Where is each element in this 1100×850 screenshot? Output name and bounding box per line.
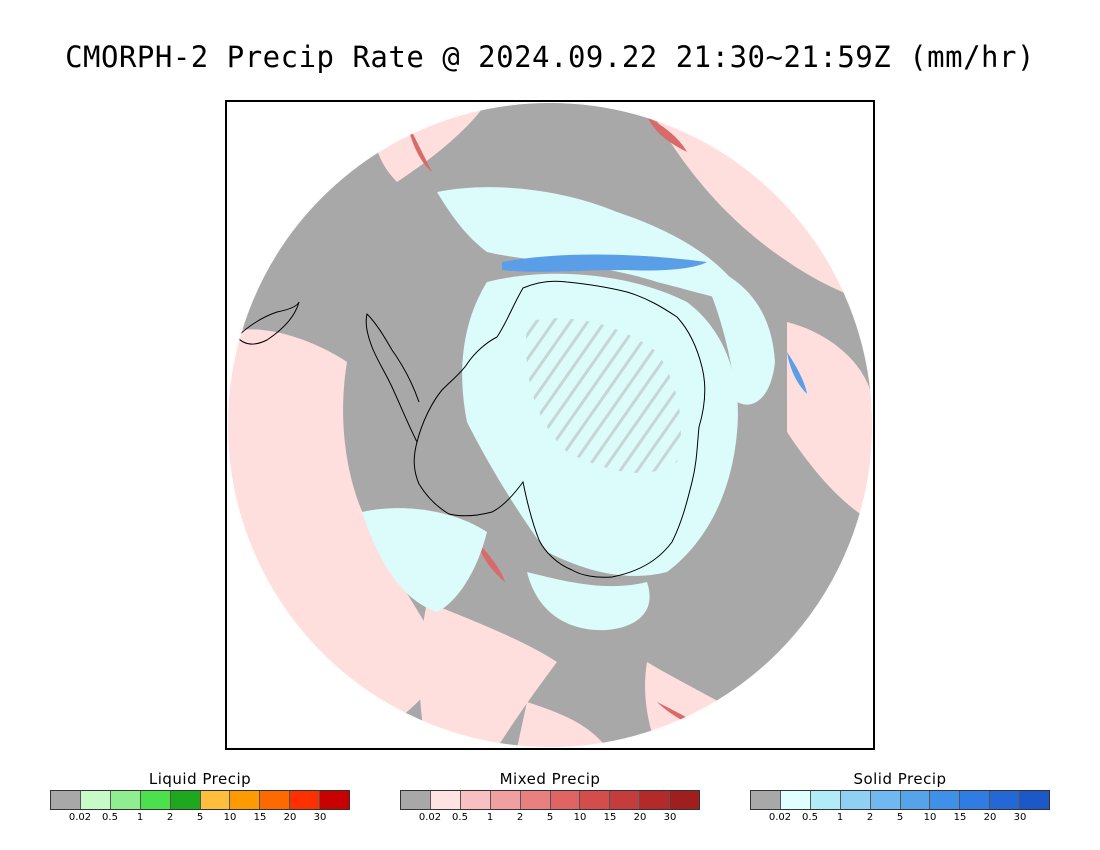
tick-label: 0.02 [418,812,442,823]
color-swatch [870,791,901,809]
color-swatch [490,791,521,809]
solid-precip-ross-sea [362,508,487,612]
color-swatch [80,791,111,809]
color-swatch [900,791,931,809]
color-swatch [140,791,171,809]
color-swatch [170,791,201,809]
tick-label: 0.5 [102,812,118,823]
tick-label: 0.02 [68,812,92,823]
mixed-precip-east [787,322,873,522]
polar-precip-map [225,100,875,750]
solid-precip-east [697,262,775,405]
tick-label: 1 [486,812,494,823]
color-swatch [320,791,350,809]
mixed-heavy-streaks [407,117,707,732]
color-swatch [401,791,431,809]
tick-label: 20 [983,812,997,823]
mixed-precip-south-center [517,702,607,748]
legend-solid-precip: Solid Precip 0.02 0.5 1 2 5 10 15 20 30 [750,770,1050,826]
legend-liquid-precip: Liquid Precip 0.02 0.5 1 2 5 10 15 20 30 [50,770,350,826]
solid-precip-south-shelf [527,572,650,631]
color-swatch [580,791,611,809]
color-swatch [610,791,641,809]
color-swatch [550,791,581,809]
legend-title: Solid Precip [853,770,947,788]
tick-label: 0.5 [802,812,818,823]
solid-heavy-band [502,254,807,394]
color-swatch [230,791,261,809]
tick-labels: 0.02 0.5 1 2 5 10 15 20 30 [750,810,1050,826]
tick-label: 2 [516,812,524,823]
color-swatch [960,791,991,809]
color-swatch [260,791,291,809]
legend-mixed-precip: Mixed Precip 0.02 0.5 1 2 5 10 15 20 30 [400,770,700,826]
tick-label: 5 [196,812,204,823]
color-swatch [200,791,231,809]
color-swatch [640,791,671,809]
legend-title: Liquid Precip [148,770,252,788]
tick-label: 15 [253,812,267,823]
mixed-precip-south [419,602,557,748]
mixed-precip-northeast [647,102,873,302]
tick-label: 2 [866,812,874,823]
color-bar [750,790,1050,810]
map-title: CMORPH-2 Precip Rate @ 2024.09.22 21:30~… [65,40,1035,74]
antarctica-coastline [413,280,706,578]
color-swatch [990,791,1021,809]
color-swatch [290,791,321,809]
tick-label: 10 [573,812,587,823]
tick-label: 0.5 [452,812,468,823]
color-swatch [430,791,461,809]
tick-label: 15 [953,812,967,823]
tick-label: 5 [546,812,554,823]
tick-labels: 0.02 0.5 1 2 5 10 15 20 30 [50,810,350,826]
tick-label: 10 [223,812,237,823]
tick-label: 30 [1013,812,1027,823]
color-bar [50,790,350,810]
color-swatch [780,791,811,809]
color-swatch [51,791,81,809]
color-swatch [1020,791,1050,809]
tick-labels: 0.02 0.5 1 2 5 10 15 20 30 [400,810,700,826]
color-swatch [520,791,551,809]
tick-label: 15 [603,812,617,823]
color-swatch [751,791,781,809]
legend-title: Mixed Precip [499,770,601,788]
color-bar [400,790,700,810]
color-swatch [670,791,700,809]
color-swatch [840,791,871,809]
tick-label: 1 [136,812,144,823]
tick-label: 1 [836,812,844,823]
south-america-tip [236,301,300,345]
tick-label: 5 [896,812,904,823]
color-swatch [110,791,141,809]
solid-precip-north-band [437,187,747,302]
color-swatch [460,791,491,809]
interior-texture [526,318,681,473]
antarctic-peninsula [365,313,420,443]
tick-label: 30 [313,812,327,823]
tick-label: 0.02 [768,812,792,823]
tick-label: 10 [923,812,937,823]
tick-label: 20 [633,812,647,823]
color-swatch [930,791,961,809]
tick-label: 20 [283,812,297,823]
tick-label: 2 [166,812,174,823]
color-swatch [810,791,841,809]
tick-label: 30 [663,812,677,823]
